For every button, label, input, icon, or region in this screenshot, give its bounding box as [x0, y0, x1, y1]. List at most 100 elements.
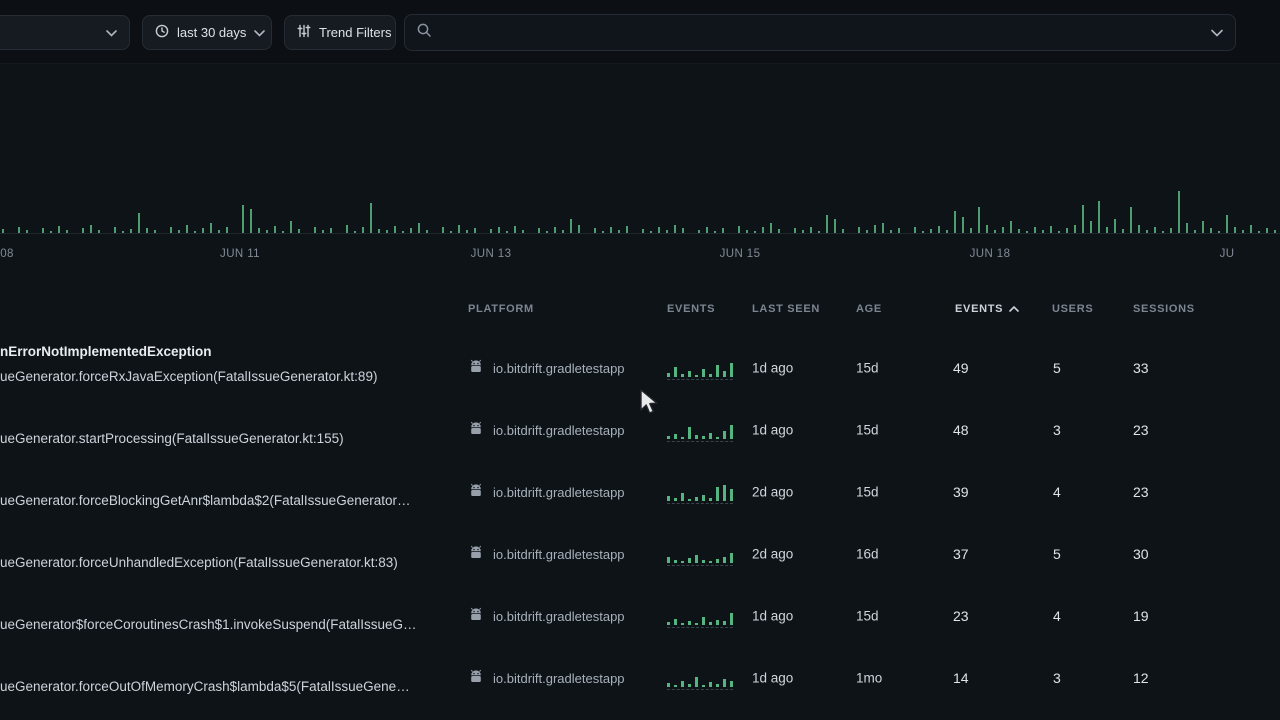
timeline-bar	[842, 229, 844, 233]
platform-cell: io.bitdrift.gradletestapp	[468, 483, 625, 501]
timeline-bar	[146, 228, 148, 233]
android-icon	[468, 359, 484, 377]
last-seen: 2d ago	[752, 484, 794, 500]
search-icon	[417, 23, 431, 42]
sparkline-bar	[709, 561, 712, 563]
timeline-bar	[1162, 231, 1164, 233]
search-input[interactable]	[441, 25, 1201, 40]
last-seen: 1d ago	[752, 608, 794, 624]
timeline-bar	[1250, 225, 1252, 233]
timeline-bar	[666, 230, 668, 233]
issue-title: nErrorNotImplementedException	[0, 344, 212, 359]
trend-filters-button[interactable]: Trend Filters	[284, 15, 396, 50]
axis-label: JUN 11	[220, 248, 260, 260]
issue-location: ueGenerator.startProcessing(FatalIssueGe…	[0, 431, 344, 446]
header-events-sparkline[interactable]: EVENTS	[667, 303, 716, 315]
timeline-bar	[282, 231, 284, 233]
timeline-bar	[626, 226, 628, 233]
project-dropdown[interactable]	[0, 15, 130, 50]
sparkline-bar	[709, 433, 712, 439]
timeline-bar	[178, 230, 180, 233]
timeline-bar	[274, 226, 276, 233]
timeline-bar	[1178, 191, 1180, 233]
chevron-down-icon[interactable]	[1211, 24, 1223, 42]
timeline-bar	[226, 227, 228, 233]
header-last-seen[interactable]: LAST SEEN	[752, 303, 821, 315]
timeline-bar	[578, 225, 580, 233]
timeline-bar	[474, 228, 476, 233]
timeline-bar	[738, 226, 740, 233]
timeline-bar	[618, 230, 620, 233]
age: 15d	[856, 360, 879, 376]
timeline-bar	[946, 230, 948, 233]
timeline-bar	[858, 227, 860, 233]
timeline-bar	[258, 228, 260, 233]
header-events-sorted[interactable]: EVENTS	[955, 303, 1020, 315]
table-row[interactable]: ueGenerator$forceCoroutinesCrash$1.invok…	[0, 585, 1280, 647]
timeline-bar	[986, 225, 988, 233]
users-count: 4	[1053, 484, 1061, 500]
sparkline-bar	[702, 560, 705, 563]
timeline-bar	[50, 231, 52, 233]
sparkline-bar	[709, 374, 712, 377]
timeline-bar	[698, 230, 700, 233]
timeline-bar	[1170, 228, 1172, 233]
timeline-bar	[410, 228, 412, 233]
sparkline-bar	[716, 437, 719, 439]
table-row[interactable]: ueGenerator.forceOutOfMemoryCrash$lambda…	[0, 647, 1280, 709]
timeline-bar	[722, 228, 724, 233]
chevron-up-icon	[1009, 303, 1020, 315]
platform-name: io.bitdrift.gradletestapp	[493, 360, 625, 376]
timeline-bar	[354, 231, 356, 233]
header-age[interactable]: AGE	[856, 303, 882, 315]
sparkline-bar	[730, 681, 733, 687]
timeline-bar	[1042, 230, 1044, 233]
platform-name: io.bitdrift.gradletestapp	[493, 608, 625, 624]
timeline-bar	[538, 228, 540, 233]
sparkline-bar	[723, 485, 726, 501]
sparkline-bar	[688, 558, 691, 563]
timeline-bar	[1114, 219, 1116, 233]
header-sessions[interactable]: SESSIONS	[1133, 303, 1195, 315]
table-row[interactable]: ueGenerator.forceUnhandledException(Fata…	[0, 523, 1280, 585]
timeline-bar	[1266, 228, 1268, 233]
timeline-bar	[1066, 228, 1068, 233]
sparkline-bar	[723, 371, 726, 377]
timeline-bar	[1026, 231, 1028, 233]
timeline-bar	[98, 230, 100, 233]
header-users[interactable]: USERS	[1052, 303, 1094, 315]
users-count: 5	[1053, 546, 1061, 562]
timeline-bar	[378, 229, 380, 233]
table-row[interactable]: ueGenerator.forceBlockingGetAnr$lambda$2…	[0, 461, 1280, 523]
timeline-bar	[1098, 201, 1100, 233]
timeline-bar	[1146, 230, 1148, 233]
sparkline-bar	[695, 375, 698, 377]
timeline-bar	[514, 226, 516, 233]
search-bar[interactable]	[404, 14, 1236, 51]
timeline-bar	[218, 230, 220, 233]
sparkline-bar	[688, 621, 691, 625]
timeline-bar	[58, 226, 60, 233]
timeline-bar	[170, 227, 172, 233]
timeline-bar	[90, 225, 92, 233]
timeline-bar	[938, 226, 940, 233]
timeline-bar	[426, 230, 428, 233]
events-count: 39	[953, 484, 969, 500]
date-range-button[interactable]: last 30 days	[142, 15, 272, 50]
timeline-bar	[594, 228, 596, 233]
events-sparkline	[667, 542, 733, 566]
table-row[interactable]: nErrorNotImplementedException ueGenerato…	[0, 337, 1280, 399]
timeline-bar	[130, 229, 132, 233]
header-platform[interactable]: PLATFORM	[468, 303, 534, 315]
android-icon	[468, 669, 484, 687]
timeline-bar	[418, 223, 420, 233]
trend-filters-label: Trend Filters	[319, 25, 392, 40]
timeline-bar	[562, 230, 564, 233]
last-seen: 1d ago	[752, 422, 794, 438]
platform-name: io.bitdrift.gradletestapp	[493, 546, 625, 562]
users-count: 3	[1053, 422, 1061, 438]
clock-icon	[155, 24, 169, 41]
table-row[interactable]: ueGenerator.startProcessing(FatalIssueGe…	[0, 399, 1280, 461]
timeline-bar	[242, 205, 244, 233]
timeline-bar	[1058, 231, 1060, 233]
